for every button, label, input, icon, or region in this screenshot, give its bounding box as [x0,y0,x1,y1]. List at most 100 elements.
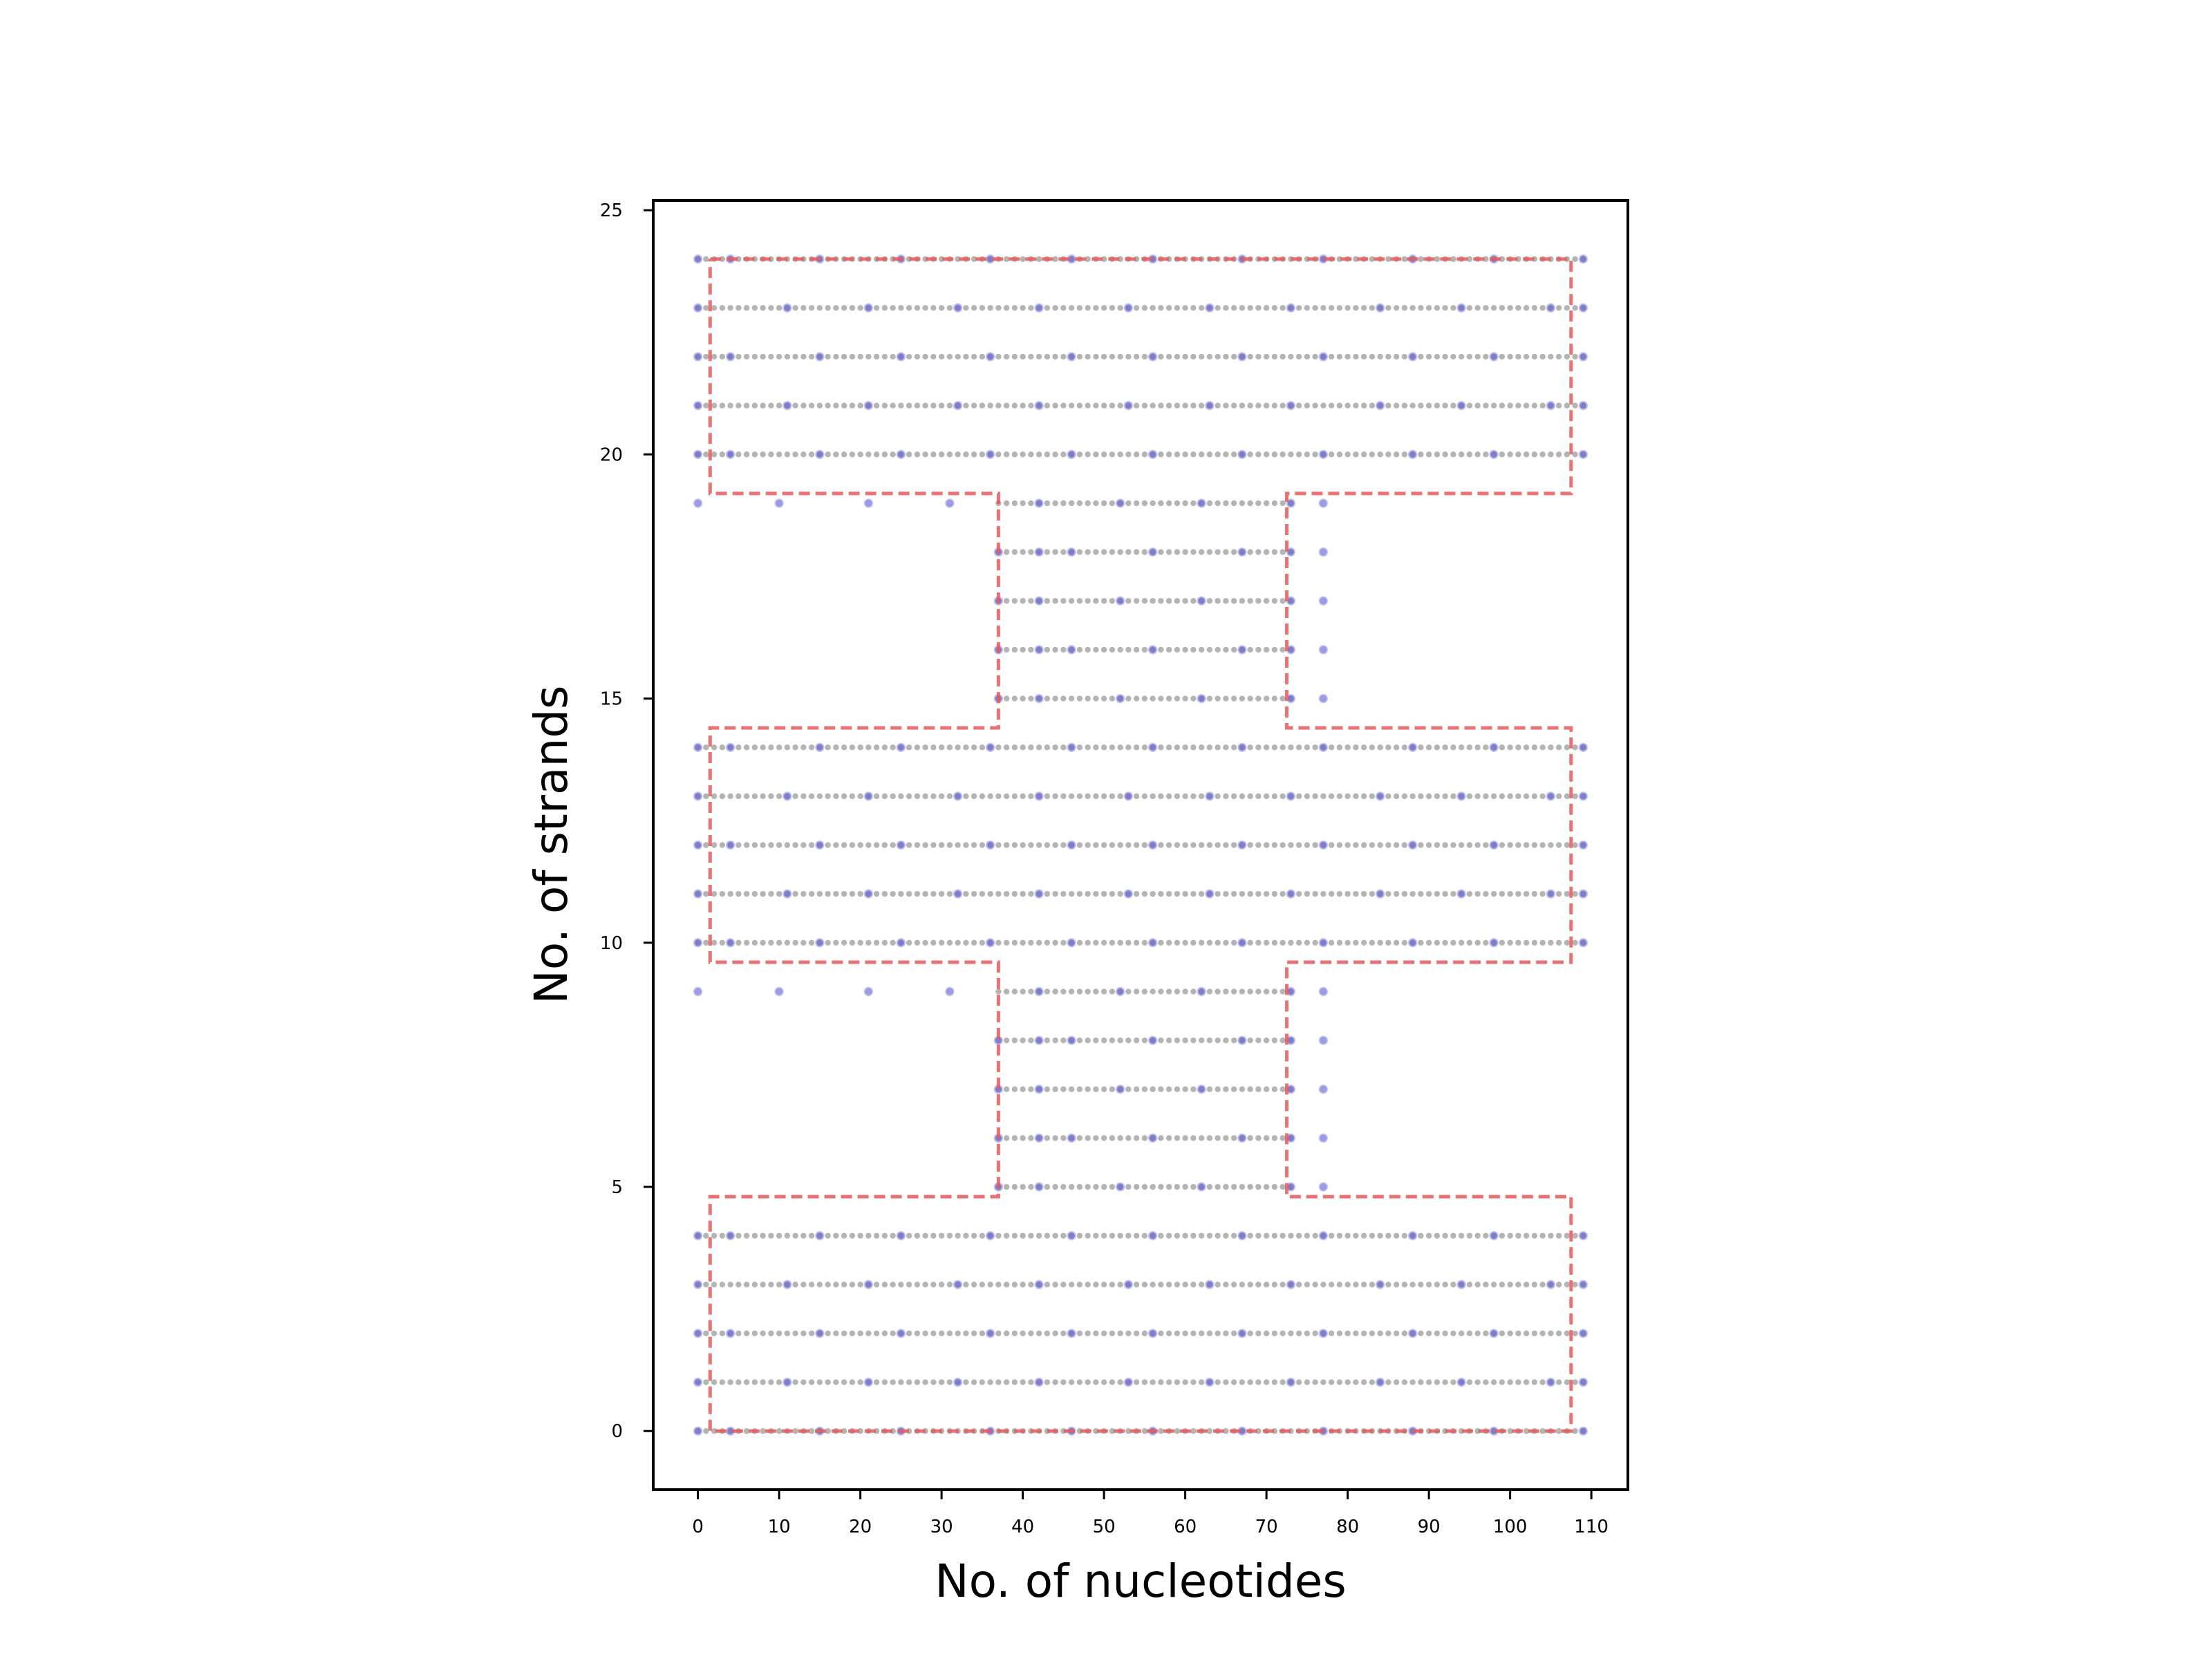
nucleotide-point [1182,842,1188,848]
crossover-point [1197,1084,1206,1094]
nucleotide-point [1028,305,1034,311]
nucleotide-point [841,1330,847,1337]
crossover-point [953,1280,963,1290]
nucleotide-point [1271,451,1278,458]
nucleotide-point [1117,1135,1123,1141]
crossover-point [1034,498,1044,508]
nucleotide-point [1223,1379,1229,1385]
nucleotide-point [1003,1282,1010,1288]
nucleotide-point [1190,939,1197,946]
nucleotide-point [1230,549,1237,555]
nucleotide-point [1085,1379,1091,1385]
nucleotide-point [1409,890,1416,897]
nucleotide-point [1133,842,1140,848]
nucleotide-point [719,451,726,458]
nucleotide-point [1003,305,1010,311]
nucleotide-point [1125,353,1132,360]
nucleotide-point [1458,939,1465,946]
nucleotide-point [1165,1183,1172,1190]
nucleotide-point [938,451,945,458]
crossover-point [1318,498,1329,508]
nucleotide-point [1499,1232,1506,1239]
nucleotide-point [1060,939,1067,946]
nucleotide-point [1458,1330,1465,1337]
crossover-point [953,1377,963,1387]
nucleotide-point [1280,1282,1286,1288]
nucleotide-point [890,1379,896,1385]
crossover-point [1546,1377,1556,1387]
nucleotide-point [1223,1330,1229,1337]
nucleotide-point [995,451,1002,458]
nucleotide-point [1003,1183,1010,1190]
nucleotide-point [1434,890,1441,897]
nucleotide-point [938,793,945,800]
nucleotide-point [735,890,742,897]
nucleotide-point [1255,793,1262,800]
nucleotide-point [1020,1232,1026,1239]
nucleotide-point [1028,890,1034,897]
nucleotide-point [1247,402,1253,409]
nucleotide-point [1109,890,1116,897]
nucleotide-point [711,939,718,946]
nucleotide-point [1230,646,1237,653]
nucleotide-point [1280,1379,1286,1385]
nucleotide-point [1483,744,1489,751]
nucleotide-point [979,793,986,800]
crossover-point [1318,449,1329,460]
nucleotide-point [1060,1086,1067,1092]
nucleotide-point [1458,1232,1465,1239]
nucleotide-point [760,1330,766,1337]
nucleotide-point [1401,842,1408,848]
nucleotide-point [1263,1282,1270,1288]
nucleotide-point [1020,500,1026,507]
nucleotide-point [1141,1330,1148,1337]
nucleotide-point [1572,353,1578,360]
nucleotide-point [1548,939,1554,946]
nucleotide-point [1052,305,1058,311]
nucleotide-point [1442,1232,1448,1239]
nucleotide-point [1206,353,1213,360]
x-tick-label: 0 [692,1517,704,1537]
nucleotide-point [881,744,888,751]
nucleotide-point [1523,1428,1530,1434]
nucleotide-point [1174,1330,1181,1337]
nucleotide-point [1093,402,1099,409]
crossover-point [1034,889,1044,899]
nucleotide-point [1020,842,1026,848]
nucleotide-point [1182,1037,1188,1044]
nucleotide-point [808,1379,815,1385]
crossover-point [985,1230,995,1241]
nucleotide-point [1539,402,1546,409]
nucleotide-point [1442,305,1448,311]
x-tick-label: 10 [768,1517,791,1537]
nucleotide-point [1490,305,1497,311]
nucleotide-point [898,402,904,409]
nucleotide-point [1369,305,1376,311]
nucleotide-point [1328,793,1335,800]
nucleotide-point [1474,451,1481,458]
nucleotide-point [1466,402,1473,409]
nucleotide-point [1085,1183,1091,1190]
nucleotide-point [825,1282,831,1288]
nucleotide-point [1044,451,1051,458]
nucleotide-point [1190,1183,1197,1190]
nucleotide-point [1020,793,1026,800]
strand-row-12 [693,840,1588,850]
nucleotide-point [1247,549,1253,555]
nucleotide-point [1425,1379,1432,1385]
nucleotide-point [1280,939,1286,946]
nucleotide-point [1076,890,1083,897]
nucleotide-point [841,305,847,311]
nucleotide-point [1052,988,1058,995]
nucleotide-point [881,1330,888,1337]
nucleotide-point [825,744,831,751]
nucleotide-point [1044,305,1051,311]
nucleotide-point [1052,890,1058,897]
nucleotide-point [1531,305,1538,311]
nucleotide-point [833,842,839,848]
nucleotide-point [1174,598,1181,604]
nucleotide-point [1190,1232,1197,1239]
nucleotide-point [1271,842,1278,848]
nucleotide-point [703,939,709,946]
nucleotide-point [760,451,766,458]
